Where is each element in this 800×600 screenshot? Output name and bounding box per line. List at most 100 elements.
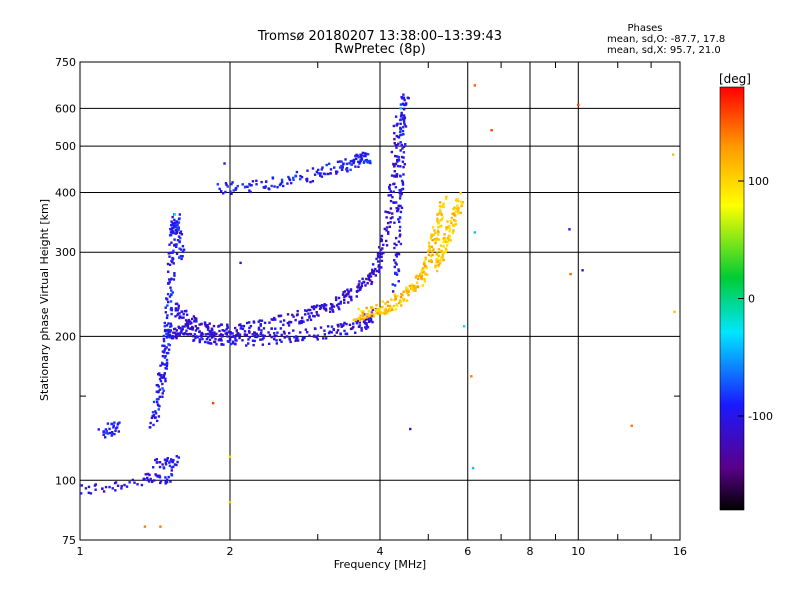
data-point — [359, 153, 362, 156]
data-point — [388, 211, 391, 215]
data-point — [386, 309, 389, 313]
data-point — [185, 329, 188, 332]
data-point — [156, 403, 160, 406]
data-point — [402, 145, 406, 148]
data-point — [163, 344, 166, 348]
data-point — [381, 311, 384, 315]
data-point — [275, 342, 279, 345]
y-tick-label: 75 — [62, 534, 76, 547]
data-point — [185, 321, 189, 324]
data-point — [173, 213, 177, 216]
data-point — [382, 243, 385, 247]
data-point — [214, 333, 217, 336]
data-point — [343, 321, 346, 325]
data-point — [401, 126, 405, 129]
data-point — [175, 302, 179, 305]
data-point — [445, 244, 449, 247]
data-point — [418, 272, 422, 276]
data-point — [198, 338, 202, 341]
data-point — [426, 273, 429, 276]
data-point — [93, 484, 97, 487]
data-point — [254, 335, 257, 339]
data-point — [420, 271, 423, 274]
data-point — [162, 339, 166, 343]
data-point — [399, 292, 403, 296]
data-point — [357, 160, 360, 164]
data-point — [169, 251, 173, 255]
x-tick-label: 1 — [77, 545, 84, 558]
data-point — [358, 161, 362, 164]
data-point — [292, 178, 295, 181]
data-point — [169, 300, 173, 303]
data-point — [310, 311, 313, 315]
data-point — [314, 305, 318, 309]
data-point — [393, 246, 396, 250]
data-point — [184, 319, 188, 322]
data-point — [440, 205, 443, 208]
data-point — [177, 221, 181, 224]
data-point — [311, 167, 315, 170]
data-point — [365, 324, 369, 328]
data-point — [454, 223, 458, 226]
data-point — [391, 212, 394, 215]
data-point — [181, 244, 185, 248]
data-point — [175, 252, 179, 256]
data-point — [200, 323, 203, 326]
data-point — [158, 372, 161, 375]
data-point — [361, 151, 365, 155]
data-point — [357, 155, 360, 159]
data-point — [326, 172, 330, 176]
data-point — [160, 361, 164, 365]
data-point — [228, 455, 232, 458]
data-point — [403, 116, 407, 119]
data-point — [354, 154, 357, 158]
data-point — [166, 300, 170, 304]
data-point — [318, 307, 322, 311]
data-point — [333, 166, 336, 169]
data-point — [394, 261, 397, 264]
data-point — [177, 332, 180, 335]
data-point — [349, 327, 353, 331]
y-tick-label: 600 — [55, 102, 76, 115]
data-point — [361, 277, 364, 280]
data-point — [436, 219, 439, 223]
data-point — [341, 324, 345, 327]
data-point — [457, 199, 460, 203]
data-point — [261, 334, 264, 337]
data-point — [394, 154, 397, 158]
data-point — [178, 247, 181, 250]
data-point — [151, 466, 155, 469]
data-point — [306, 169, 309, 172]
data-point — [246, 342, 250, 345]
data-point — [174, 224, 178, 227]
data-point — [152, 413, 156, 417]
data-point — [336, 160, 340, 164]
data-point — [193, 333, 197, 336]
data-point — [244, 334, 247, 337]
data-point — [345, 162, 349, 166]
data-point — [200, 331, 204, 335]
data-point — [329, 307, 332, 310]
data-point — [436, 257, 439, 261]
data-point — [347, 301, 350, 304]
data-point — [389, 207, 393, 210]
data-point — [364, 152, 368, 156]
data-point — [331, 308, 334, 312]
data-point — [164, 482, 167, 485]
data-point — [182, 248, 186, 251]
data-point — [442, 258, 446, 262]
data-point — [296, 339, 300, 342]
data-point — [423, 265, 427, 269]
data-point — [393, 174, 396, 177]
data-point — [167, 348, 171, 351]
data-point — [414, 289, 417, 292]
data-point — [194, 324, 197, 328]
data-point — [365, 277, 368, 281]
data-point — [386, 232, 390, 235]
data-point — [206, 332, 210, 336]
data-point — [110, 431, 114, 434]
data-point — [170, 220, 173, 223]
data-point — [438, 208, 442, 212]
data-point — [255, 332, 258, 336]
data-point — [254, 334, 257, 337]
